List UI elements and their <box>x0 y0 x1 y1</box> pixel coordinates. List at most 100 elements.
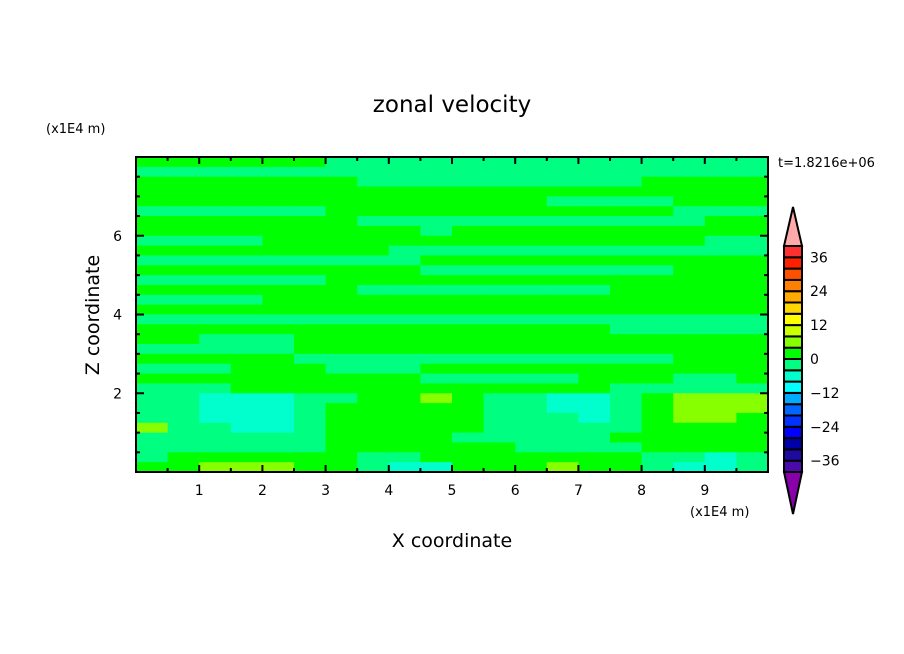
contour-cell <box>673 324 706 335</box>
colorbar-swatch <box>783 369 803 383</box>
contour-cell <box>515 353 548 365</box>
contour-cell <box>641 186 674 197</box>
contour-cell <box>546 334 579 345</box>
contour-cell <box>515 216 548 227</box>
colorbar-swatch <box>783 335 803 349</box>
contour-cell <box>452 166 485 178</box>
contour-cell <box>136 353 169 365</box>
contour-cell <box>736 255 769 266</box>
contour-cell <box>610 176 643 188</box>
contour-cell <box>610 196 643 207</box>
contour-cell <box>546 324 579 335</box>
contour-cell <box>673 265 706 276</box>
contour-cell <box>357 235 390 247</box>
contour-cell <box>420 196 453 207</box>
contour-cell <box>199 304 232 316</box>
colorbar-swatch <box>783 403 803 417</box>
contour-cell <box>388 403 421 414</box>
contour-cell <box>357 462 390 473</box>
contour-cell <box>262 353 295 365</box>
contour-cell <box>262 235 295 247</box>
contour-cell <box>515 255 548 266</box>
contour-cell <box>262 422 295 434</box>
contour-cell <box>452 157 485 168</box>
contour-cell <box>388 353 421 365</box>
contour-cell <box>167 216 200 227</box>
contour-cell <box>420 373 453 385</box>
contour-cell <box>420 294 453 306</box>
contour-cell <box>294 196 327 207</box>
contour-cell <box>325 284 358 296</box>
contour-cell <box>610 412 643 424</box>
contour-cell <box>515 245 548 257</box>
contour-cell <box>167 334 200 345</box>
contour-cell <box>167 383 200 394</box>
contour-cell <box>167 166 200 178</box>
contour-cell <box>199 235 232 247</box>
contour-cell <box>294 452 327 463</box>
contour-cell <box>167 363 200 375</box>
contour-cell <box>641 412 674 424</box>
contour-cell <box>578 304 611 316</box>
contour-cell <box>294 176 327 188</box>
contour-cell <box>420 452 453 463</box>
contour-cell <box>610 225 643 237</box>
contour-cell <box>199 442 232 453</box>
contour-cell <box>357 363 390 375</box>
contour-cell <box>610 255 643 266</box>
x-tick-label: 4 <box>384 483 393 499</box>
contour-cell <box>230 373 263 385</box>
contour-cell <box>420 314 453 325</box>
contour-cell <box>515 412 548 424</box>
contour-cell <box>704 383 737 394</box>
contour-cell <box>610 157 643 168</box>
contour-cell <box>578 235 611 247</box>
contour-cell <box>673 196 706 207</box>
contour-cell <box>136 403 169 414</box>
contour-cell <box>610 432 643 444</box>
colorbar-swatch <box>783 312 803 327</box>
contour-cell <box>167 452 200 463</box>
contour-cell <box>610 353 643 365</box>
contour-cell <box>199 412 232 424</box>
contour-cell <box>736 235 769 247</box>
contour-cell <box>452 186 485 197</box>
contour-cell <box>483 363 516 375</box>
y-tick-label: 2 <box>113 386 122 402</box>
contour-cell <box>515 442 548 453</box>
time-label: t=1.8216e+06 <box>778 156 875 171</box>
contour-cell <box>167 275 200 286</box>
contour-cell <box>357 344 390 355</box>
contour-cell <box>136 344 169 355</box>
contour-cell <box>515 265 548 276</box>
contour-cell <box>167 265 200 276</box>
y-tick-labels: 2 4 6 <box>113 229 122 403</box>
colorbar-tick-label: 12 <box>810 318 828 334</box>
contour-cell <box>610 206 643 217</box>
contour-cell <box>673 432 706 444</box>
contour-cell <box>136 373 169 385</box>
contour-cell <box>546 294 579 306</box>
contour-cell <box>578 353 611 365</box>
contour-cell <box>262 393 295 404</box>
contour-cell <box>136 265 169 276</box>
contour-cell <box>452 275 485 286</box>
contour-cell <box>483 265 516 276</box>
contour-cell <box>546 157 579 168</box>
contour-cell <box>420 186 453 197</box>
contour-cell <box>515 275 548 286</box>
contour-cell <box>546 462 579 473</box>
contour-cell <box>357 353 390 365</box>
contour-cell <box>610 334 643 345</box>
colorbar-swatch <box>783 414 803 428</box>
contour-cell <box>136 383 169 394</box>
contour-cell <box>641 304 674 316</box>
contour-cell <box>230 235 263 247</box>
contour-cell <box>704 363 737 375</box>
contour-cell <box>388 186 421 197</box>
contour-cell <box>420 166 453 178</box>
contour-cell <box>515 393 548 404</box>
contour-cell <box>641 344 674 355</box>
contour-cell <box>230 334 263 345</box>
contour-cell <box>452 235 485 247</box>
